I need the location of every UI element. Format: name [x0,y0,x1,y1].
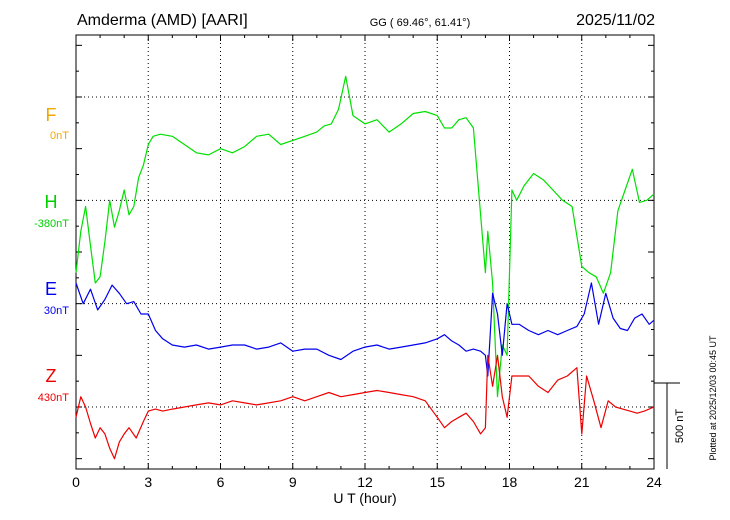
coordinates-label: GG ( 69.46°, 61.41°) [370,17,471,29]
scale-bar-label: 500 nT [674,409,686,444]
channel-offset-F: 0nT [50,130,69,142]
x-tick-label: 18 [502,474,518,490]
plotted-at-label: Plotted at 2025/12/03 00:45 UT [708,335,718,461]
series-line-H [75,75,655,398]
channel-offset-E: 30nT [44,305,69,317]
date-label: 2025/11/02 [576,12,655,29]
series-line-Z [75,354,655,460]
scale-bar [654,382,680,469]
x-axis-ticks: 0 3 6 9 12 15 18 21 24 [72,35,662,490]
x-tick-label: 0 [72,474,80,490]
channel-label-Z: Z [46,366,57,386]
series-traces [75,75,655,460]
channel-label-H: H [45,192,58,212]
channel-label-F: F [46,105,57,125]
grid-lines [76,35,654,469]
series-line-E [75,282,655,377]
x-tick-label: 9 [289,474,297,490]
station-title: Amderma (AMD) [AARI] [77,12,248,29]
channel-offset-Z: 430nT [38,392,69,404]
y-tick-marks [76,44,654,460]
x-axis-label: U T (hour) [333,490,396,506]
channel-offset-H: -380nT [34,218,69,230]
x-tick-label: 15 [429,474,445,490]
x-tick-label: 24 [646,474,662,490]
channel-label-E: E [45,279,57,299]
x-tick-label: 6 [217,474,225,490]
x-tick-label: 12 [357,474,373,490]
x-tick-label: 3 [144,474,152,490]
x-tick-label: 21 [574,474,590,490]
